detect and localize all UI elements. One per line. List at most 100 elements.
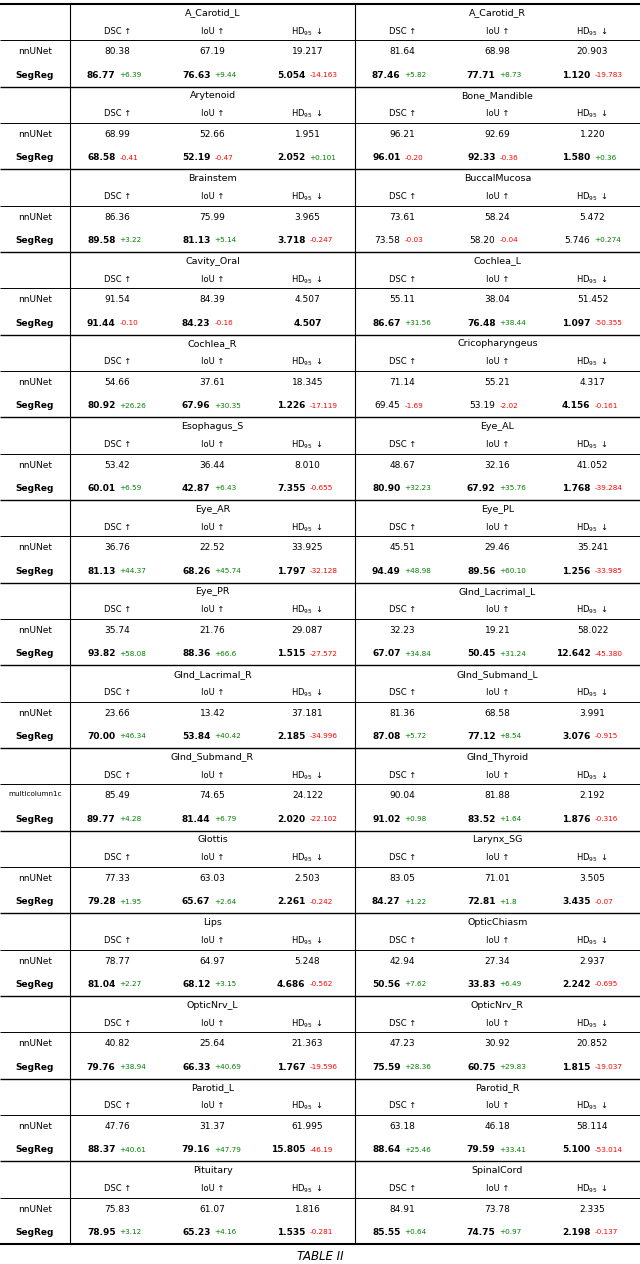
Text: +0.98: +0.98: [404, 817, 427, 822]
Text: 79.16: 79.16: [182, 1145, 211, 1154]
Text: 65.67: 65.67: [182, 897, 211, 906]
Text: 83.52: 83.52: [467, 814, 495, 824]
Text: 20.852: 20.852: [577, 1039, 608, 1048]
Text: Eye_AR: Eye_AR: [195, 504, 230, 513]
Text: 87.08: 87.08: [372, 732, 401, 741]
Text: 50.56: 50.56: [372, 980, 401, 988]
Text: IoU ↑: IoU ↑: [486, 358, 509, 367]
Text: IoU ↑: IoU ↑: [201, 440, 224, 449]
Text: +1.22: +1.22: [404, 899, 427, 905]
Text: 3.718: 3.718: [277, 236, 305, 245]
Text: 78.95: 78.95: [87, 1227, 115, 1237]
Text: -19.037: -19.037: [595, 1064, 623, 1071]
Text: Bone_Mandible: Bone_Mandible: [461, 91, 533, 100]
Text: 35.74: 35.74: [104, 626, 131, 635]
Text: 31.37: 31.37: [200, 1122, 225, 1131]
Text: nnUNet: nnUNet: [18, 48, 52, 57]
Text: +31.24: +31.24: [499, 651, 526, 657]
Text: Glnd_Lacrimal_L: Glnd_Lacrimal_L: [459, 588, 536, 597]
Text: -14.163: -14.163: [310, 72, 337, 78]
Text: 68.98: 68.98: [484, 48, 511, 57]
Text: SegReg: SegReg: [16, 401, 54, 411]
Text: Parotid_L: Parotid_L: [191, 1083, 234, 1092]
Text: SegReg: SegReg: [16, 1227, 54, 1237]
Text: Parotid_R: Parotid_R: [476, 1083, 520, 1092]
Text: 1.535: 1.535: [277, 1227, 305, 1237]
Text: 88.64: 88.64: [372, 1145, 401, 1154]
Text: 96.01: 96.01: [372, 153, 401, 162]
Text: Pituitary: Pituitary: [193, 1165, 232, 1176]
Text: 67.96: 67.96: [182, 401, 211, 411]
Text: SegReg: SegReg: [16, 980, 54, 988]
Text: 86.67: 86.67: [372, 319, 401, 327]
Text: 2.020: 2.020: [277, 814, 305, 824]
Text: 2.503: 2.503: [294, 875, 321, 884]
Text: Glnd_Thyroid: Glnd_Thyroid: [467, 752, 529, 762]
Text: 1.951: 1.951: [294, 130, 321, 139]
Text: 33.925: 33.925: [292, 544, 323, 552]
Text: 68.99: 68.99: [104, 130, 131, 139]
Text: 87.46: 87.46: [372, 71, 401, 80]
Text: 29.087: 29.087: [292, 626, 323, 635]
Text: -32.128: -32.128: [310, 568, 337, 574]
Text: 76.48: 76.48: [467, 319, 495, 327]
Text: 88.37: 88.37: [87, 1145, 115, 1154]
Text: 5.100: 5.100: [563, 1145, 591, 1154]
Text: DSC ↑: DSC ↑: [104, 1184, 131, 1193]
Text: -50.355: -50.355: [595, 320, 623, 326]
Text: 89.77: 89.77: [87, 814, 115, 824]
Text: 74.75: 74.75: [467, 1227, 495, 1237]
Text: +40.42: +40.42: [214, 733, 241, 739]
Text: 2.198: 2.198: [562, 1227, 591, 1237]
Text: 64.97: 64.97: [200, 957, 225, 966]
Text: 1.816: 1.816: [294, 1205, 321, 1213]
Text: 74.65: 74.65: [200, 791, 225, 800]
Text: OpticNrv_R: OpticNrv_R: [471, 1001, 524, 1010]
Text: +5.14: +5.14: [214, 238, 237, 244]
Text: IoU ↑: IoU ↑: [201, 1184, 224, 1193]
Text: 91.44: 91.44: [87, 319, 115, 327]
Text: 92.69: 92.69: [484, 130, 510, 139]
Text: Brainstem: Brainstem: [188, 174, 237, 183]
Text: 29.46: 29.46: [484, 544, 510, 552]
Text: -0.281: -0.281: [310, 1230, 333, 1235]
Text: A_Carotid_R: A_Carotid_R: [469, 9, 526, 18]
Text: 77.33: 77.33: [104, 875, 131, 884]
Text: +5.72: +5.72: [404, 733, 427, 739]
Text: DSC ↑: DSC ↑: [104, 1019, 131, 1028]
Text: Eye_AL: Eye_AL: [481, 422, 515, 431]
Text: DSC ↑: DSC ↑: [389, 27, 416, 35]
Text: IoU ↑: IoU ↑: [486, 523, 509, 532]
Text: 58.114: 58.114: [577, 1122, 608, 1131]
Text: 84.23: 84.23: [182, 319, 211, 327]
Text: +8.54: +8.54: [499, 733, 522, 739]
Text: 79.59: 79.59: [467, 1145, 495, 1154]
Text: +4.16: +4.16: [214, 1230, 237, 1235]
Text: 92.33: 92.33: [467, 153, 495, 162]
Text: Cricopharyngeus: Cricopharyngeus: [457, 339, 538, 349]
Text: 38.04: 38.04: [484, 296, 510, 305]
Text: IoU ↑: IoU ↑: [486, 110, 509, 119]
Text: 75.59: 75.59: [372, 1063, 401, 1072]
Text: 45.51: 45.51: [390, 544, 415, 552]
Text: 13.42: 13.42: [200, 709, 225, 718]
Text: +66.6: +66.6: [214, 651, 237, 657]
Text: DSC ↑: DSC ↑: [389, 688, 416, 698]
Text: -0.07: -0.07: [595, 899, 613, 905]
Text: 89.56: 89.56: [467, 566, 495, 575]
Text: 5.472: 5.472: [580, 212, 605, 221]
Text: -0.10: -0.10: [120, 320, 138, 326]
Text: +30.35: +30.35: [214, 403, 241, 408]
Text: 84.39: 84.39: [200, 296, 225, 305]
Text: IoU ↑: IoU ↑: [486, 192, 509, 201]
Text: nnUNet: nnUNet: [18, 378, 52, 387]
Text: HD$_{95}$ $\downarrow$: HD$_{95}$ $\downarrow$: [577, 355, 609, 368]
Text: IoU ↑: IoU ↑: [201, 1101, 224, 1111]
Text: DSC ↑: DSC ↑: [104, 192, 131, 201]
Text: +6.43: +6.43: [214, 485, 237, 492]
Text: nnUNet: nnUNet: [18, 130, 52, 139]
Text: 83.05: 83.05: [390, 875, 415, 884]
Text: -0.695: -0.695: [595, 981, 618, 987]
Text: 1.768: 1.768: [562, 484, 591, 493]
Text: +25.46: +25.46: [404, 1146, 431, 1153]
